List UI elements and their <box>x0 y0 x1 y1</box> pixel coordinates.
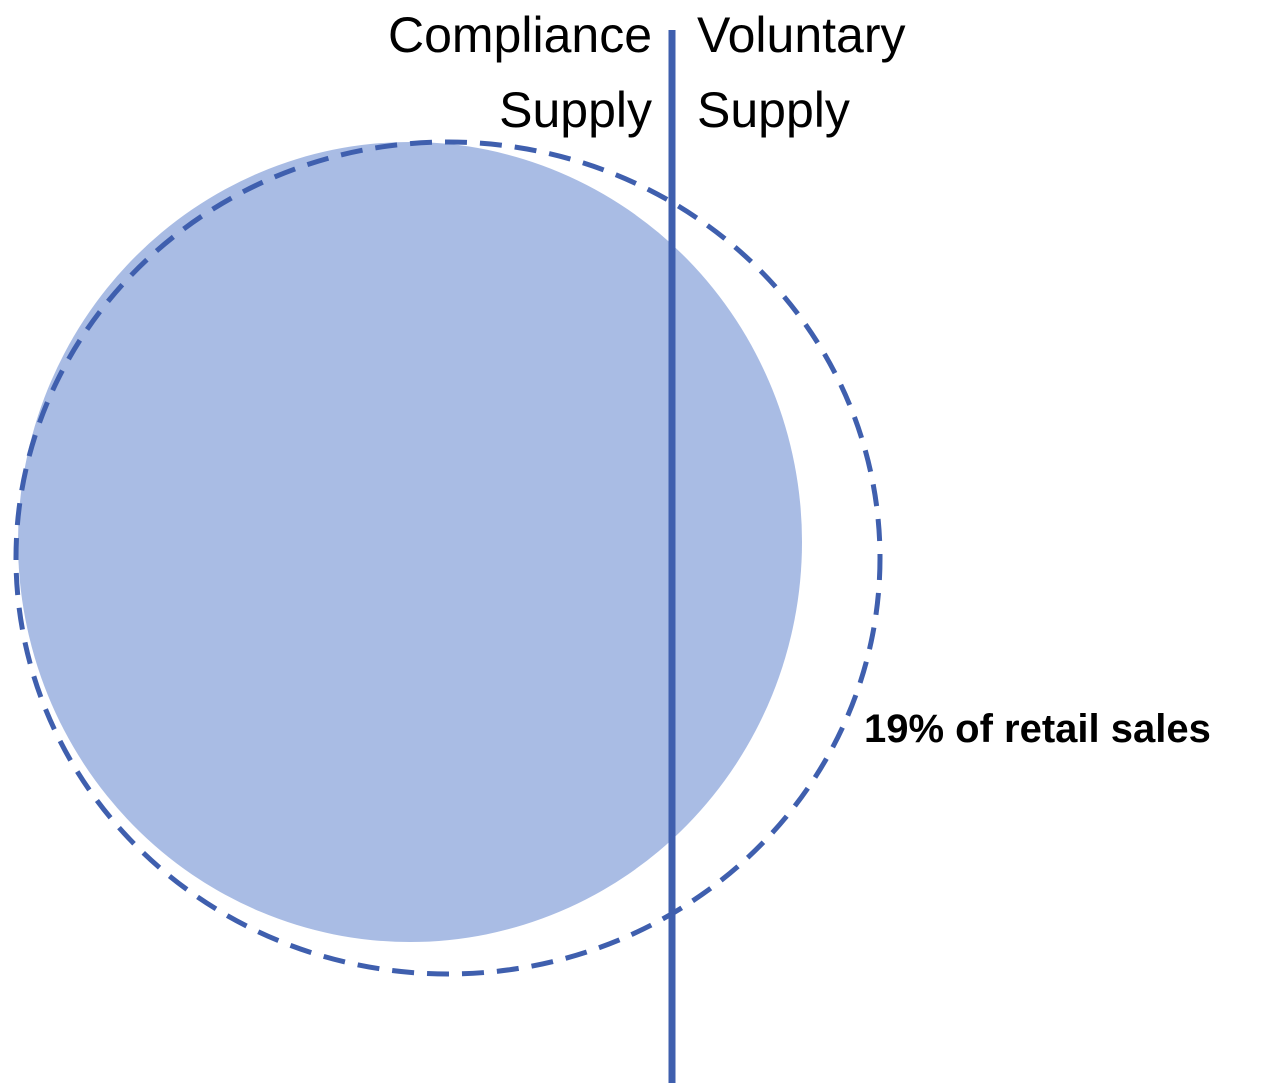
supply-circle <box>18 142 802 942</box>
left-label: Compliance <box>388 7 652 63</box>
right-label: Voluntary <box>697 7 905 63</box>
demand-circle <box>13 139 883 977</box>
right-label: Supply <box>697 82 850 138</box>
left-label: Supply <box>499 82 652 138</box>
annotation: 19% of retail sales <box>864 707 1211 751</box>
